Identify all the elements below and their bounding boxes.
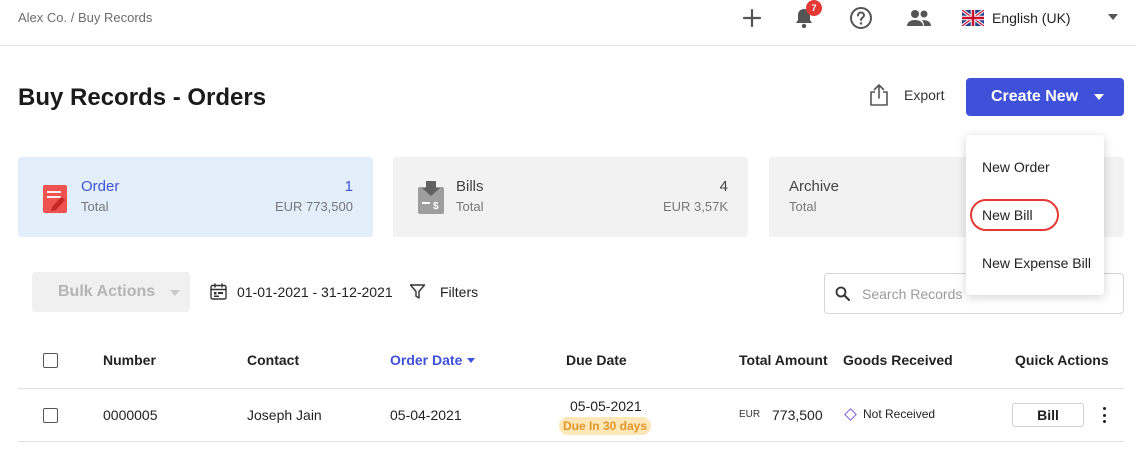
card-title: Order	[81, 178, 120, 195]
column-header-contact[interactable]: Contact	[247, 352, 300, 368]
export-icon	[870, 84, 888, 106]
search-input[interactable]	[862, 285, 982, 302]
status-diamond-icon	[844, 407, 857, 421]
due-status-badge: Due In 30 days	[559, 417, 651, 435]
sort-descending-icon	[467, 357, 476, 363]
language-chevron-down-icon[interactable]	[1108, 14, 1118, 20]
svg-text:$: $	[433, 201, 439, 212]
goods-status-label: Not Received	[863, 407, 936, 421]
card-title: Bills	[456, 178, 484, 195]
bills-summary-card[interactable]: $ Bills Total 4 EUR 3,57K	[393, 157, 748, 237]
column-header-order-date[interactable]: Order Date	[390, 352, 476, 368]
column-header-total-amount[interactable]: Total Amount	[739, 352, 828, 368]
row-amount: 773,500	[772, 407, 823, 423]
row-contact: Joseph Jain	[247, 407, 322, 423]
notification-badge: 7	[806, 0, 822, 16]
export-button[interactable]: Export	[868, 83, 944, 107]
order-icon	[43, 185, 67, 213]
bulk-actions-button[interactable]: Bulk Actions	[32, 272, 190, 312]
card-subtitle: Total	[456, 199, 484, 214]
page-title: Buy Records - Orders	[18, 84, 267, 111]
menu-item-new-order[interactable]: New Order	[982, 159, 1050, 175]
calendar-icon	[210, 283, 227, 300]
export-label: Export	[904, 87, 945, 103]
row-number[interactable]: 0000005	[103, 407, 158, 423]
bulk-actions-chevron-down-icon	[170, 290, 180, 296]
column-header-quick-actions: Quick Actions	[1015, 352, 1109, 368]
create-new-button[interactable]: Create New	[966, 78, 1124, 116]
team-users-icon[interactable]	[905, 4, 933, 32]
menu-item-new-bill[interactable]: New Bill	[982, 207, 1033, 223]
card-count: 4	[719, 178, 728, 195]
help-icon[interactable]	[847, 4, 875, 32]
order-date-header-label: Order Date	[390, 352, 463, 368]
date-range-label: 01-01-2021 - 31-12-2021	[237, 283, 393, 300]
card-subtitle: Total	[81, 199, 109, 214]
bulk-actions-label: Bulk Actions	[58, 283, 156, 300]
row-checkbox[interactable]	[43, 408, 58, 423]
card-subtitle: Total	[789, 199, 817, 214]
date-range-picker[interactable]: 01-01-2021 - 31-12-2021	[210, 283, 393, 300]
filter-funnel-icon	[409, 284, 426, 299]
card-count: 1	[344, 178, 353, 195]
row-divider	[18, 441, 1124, 442]
create-new-menu: New Order New Bill New Expense Bill	[966, 135, 1104, 295]
uk-flag-icon	[962, 10, 984, 26]
column-header-number[interactable]: Number	[103, 352, 156, 368]
add-icon[interactable]	[738, 4, 766, 32]
card-amount: EUR 3,57K	[662, 199, 728, 214]
card-amount: EUR 773,500	[274, 199, 353, 214]
column-header-goods-received[interactable]: Goods Received	[843, 352, 953, 368]
more-options-icon[interactable]	[1100, 407, 1108, 423]
create-new-chevron-down-icon	[1094, 94, 1104, 100]
breadcrumb[interactable]: Alex Co. / Buy Records	[18, 10, 153, 25]
header-divider	[18, 388, 1124, 389]
order-summary-card[interactable]: Order Total 1 EUR 773,500	[18, 157, 373, 237]
column-header-due-date[interactable]: Due Date	[566, 352, 627, 368]
filters-label: Filters	[440, 283, 479, 300]
bill-icon: $	[418, 181, 444, 214]
row-bill-button[interactable]: Bill	[1012, 403, 1084, 427]
language-label: English (UK)	[992, 10, 1071, 26]
row-order-date: 05-04-2021	[390, 407, 462, 423]
menu-item-new-expense-bill[interactable]: New Expense Bill	[982, 255, 1091, 271]
language-selector[interactable]: English (UK)	[962, 6, 1071, 30]
row-currency: EUR	[739, 409, 761, 420]
row-due-date: 05-05-2021	[570, 398, 642, 414]
search-icon	[835, 286, 850, 301]
goods-received-status: Not Received	[844, 407, 935, 421]
create-new-label: Create New	[991, 88, 1079, 105]
filters-button[interactable]: Filters	[409, 283, 478, 300]
top-bar: Alex Co. / Buy Records 7 English (UK)	[0, 0, 1136, 46]
card-title: Archive	[789, 178, 840, 195]
select-all-checkbox[interactable]	[43, 353, 58, 368]
notification-bell-icon[interactable]: 7	[790, 0, 822, 32]
